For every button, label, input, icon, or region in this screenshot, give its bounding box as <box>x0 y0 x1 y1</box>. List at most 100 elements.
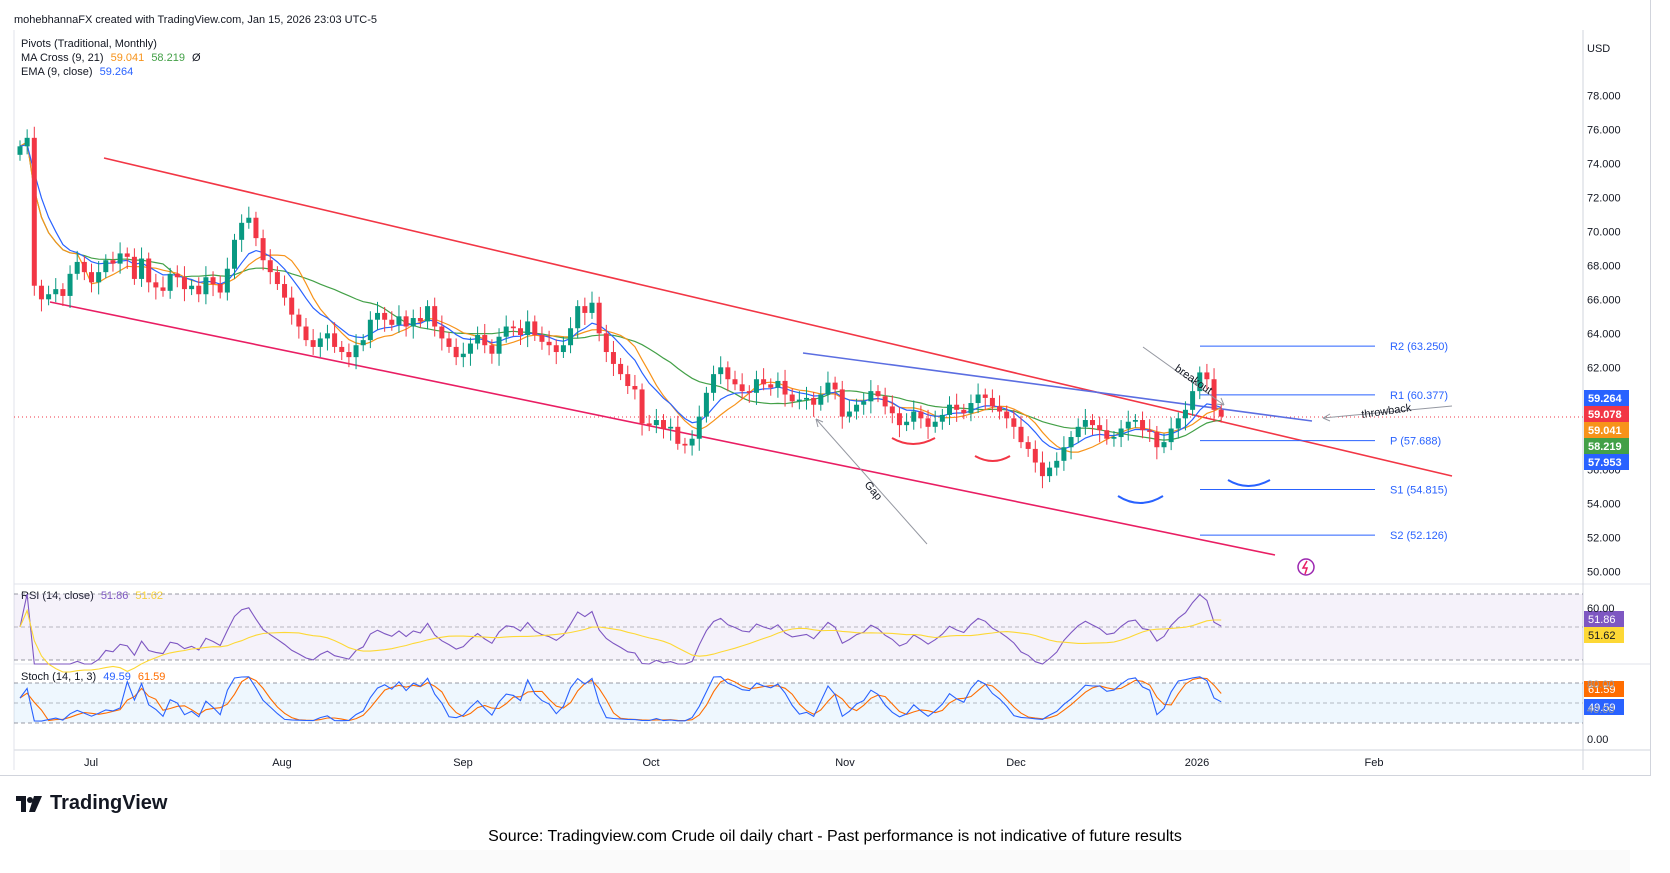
descending-trendline[interactable] <box>802 352 1313 422</box>
tradingview-brand[interactable]: TradingView <box>16 792 167 815</box>
candle <box>1118 420 1124 448</box>
legend-rsi[interactable]: RSI (14, close) 51.86 51.62 <box>21 589 163 603</box>
candle <box>496 328 502 366</box>
legend-ma-cross[interactable]: MA Cross (9, 21) 59.041 58.219 Ø <box>21 51 201 65</box>
rsi-tag: 51.86 <box>1584 611 1624 627</box>
price-chart[interactable]: R2 (63.250) R1 (60.377) P (57.688) S1 (54.8… <box>0 0 1670 780</box>
candle <box>653 408 659 434</box>
candle <box>267 249 273 285</box>
candle <box>1197 366 1203 400</box>
candle <box>1147 419 1153 442</box>
candle <box>310 329 316 355</box>
svg-text:61.59: 61.59 <box>1588 684 1616 696</box>
candle <box>982 388 988 410</box>
channel-upper-line[interactable] <box>103 157 1453 477</box>
legend-ma-label: MA Cross (9, 21) <box>21 52 104 64</box>
throwback-annotation: throwback <box>1322 402 1453 422</box>
legend-rsi-label: RSI (14, close) <box>21 590 94 602</box>
candle <box>582 297 588 325</box>
candle <box>539 326 545 350</box>
candle <box>403 310 409 337</box>
candle <box>1054 452 1060 476</box>
pivot-label: P (57.688) <box>1390 436 1441 448</box>
svg-text:49.59: 49.59 <box>1588 702 1616 714</box>
rsi-tick-60: 60.00 <box>1587 603 1615 615</box>
candle <box>382 306 388 332</box>
legend-ema[interactable]: EMA (9, close) 59.264 <box>21 65 133 79</box>
candle <box>282 275 288 306</box>
stoch-tick-0: 0.00 <box>1587 734 1608 746</box>
candle <box>196 277 202 303</box>
candle <box>353 334 359 370</box>
candle <box>682 437 688 454</box>
legend-ma-extra: Ø <box>192 52 201 64</box>
candle <box>546 330 552 356</box>
candle <box>174 265 180 288</box>
candle <box>768 378 774 396</box>
price-tick: 50.000 <box>1587 566 1621 578</box>
time-axis[interactable]: Jul Aug Sep Oct Nov Dec 2026 Feb <box>84 757 1384 769</box>
candle <box>739 373 745 400</box>
candlesticks[interactable] <box>17 126 1224 489</box>
rsi-tag: 51.62 <box>1584 627 1624 643</box>
legend-pivots[interactable]: Pivots (Traditional, Monthly) <box>21 37 157 51</box>
time-label: Jul <box>84 757 98 769</box>
candle <box>303 318 309 347</box>
candle <box>425 300 431 330</box>
time-label: 2026 <box>1185 757 1209 769</box>
svg-text:51.86: 51.86 <box>1588 614 1616 626</box>
candle <box>711 365 717 401</box>
candle <box>203 266 209 305</box>
candle <box>210 271 216 297</box>
legend-stoch[interactable]: Stoch (14, 1, 3) 49.59 61.59 <box>21 670 165 684</box>
candle <box>1204 363 1210 390</box>
flash-icon[interactable] <box>1297 558 1315 576</box>
candle <box>1075 418 1081 443</box>
candle <box>96 261 102 295</box>
candle <box>789 388 795 408</box>
pane-separators <box>13 30 1650 770</box>
candle <box>317 332 323 357</box>
candle <box>1182 401 1188 431</box>
price-tick: 66.000 <box>1587 294 1621 306</box>
candle <box>246 206 252 229</box>
candle <box>410 309 416 339</box>
svg-text:51.62: 51.62 <box>1588 630 1616 642</box>
candle <box>167 267 173 299</box>
candle <box>568 317 574 354</box>
candle <box>618 357 624 381</box>
candle <box>446 332 452 353</box>
price-tick: 64.000 <box>1587 328 1621 340</box>
candle <box>846 400 852 423</box>
candle <box>560 336 566 358</box>
moving-averages <box>19 141 1222 453</box>
candle <box>89 263 94 293</box>
candle <box>332 322 338 353</box>
candle <box>432 297 438 337</box>
candle <box>117 242 123 274</box>
candle <box>232 233 237 279</box>
candle <box>832 376 838 400</box>
candle <box>110 251 116 272</box>
legend-ma-slow-value: 58.219 <box>151 52 185 64</box>
candle <box>1004 405 1010 429</box>
candle <box>396 305 402 333</box>
candle <box>689 430 695 456</box>
pattern-arcs <box>891 437 1271 504</box>
tradingview-logo-icon <box>16 795 42 812</box>
candle <box>475 326 481 350</box>
price-axis[interactable]: 78.000 76.000 74.000 72.000 70.000 68.000 66.0… <box>1587 90 1621 578</box>
candle <box>553 339 559 365</box>
ma-fast-line <box>19 141 1222 453</box>
stoch-lines <box>19 676 1222 722</box>
legend-ma-fast-value: 59.041 <box>110 52 145 64</box>
candle <box>825 371 831 403</box>
candle <box>489 339 495 364</box>
chart-header: mohebhannaFX created with TradingView.co… <box>14 14 378 26</box>
stoch-tag: 61.59 <box>1584 681 1624 697</box>
candle <box>146 252 152 293</box>
time-label: Oct <box>642 757 659 769</box>
candle <box>375 301 380 330</box>
price-tick: 76.000 <box>1587 124 1621 136</box>
ema-line <box>19 143 1222 450</box>
